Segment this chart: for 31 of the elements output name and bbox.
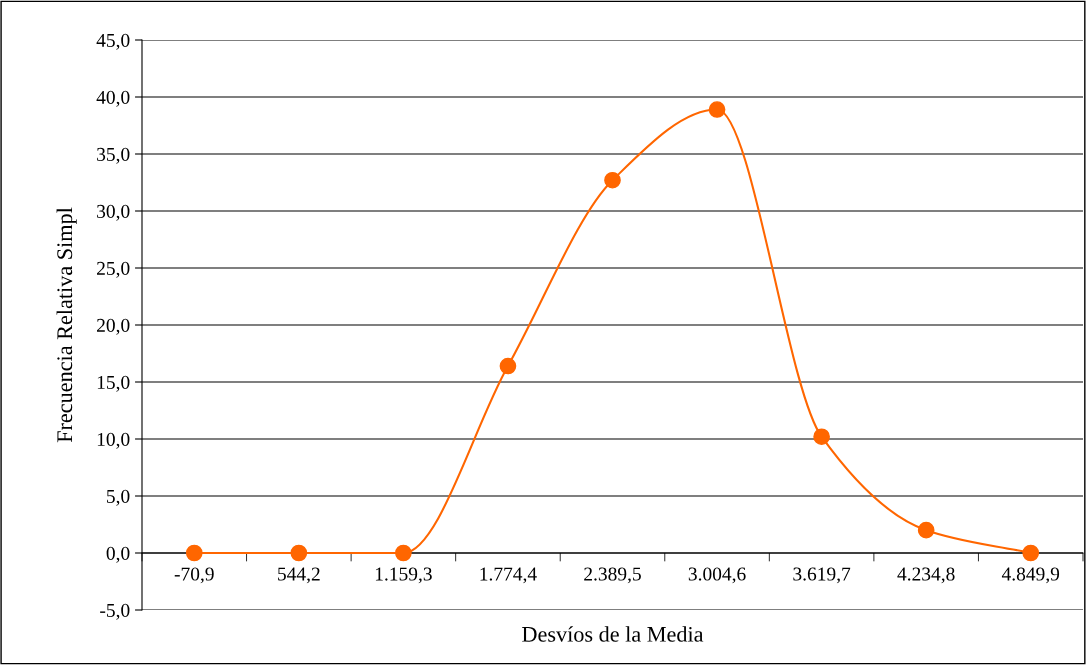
x-tick-label: -70,9 [174,567,214,584]
y-tick-label: 40,0 [96,90,130,107]
x-tick-label: 4.234,8 [897,567,955,584]
y-tick-label: 30,0 [97,204,130,221]
y-tick-label: -5,0 [100,603,130,620]
x-tick-label: 2.389,5 [584,567,641,584]
x-tick-label: 3.619,7 [793,567,851,584]
point [604,171,621,189]
y-tick-label: 0,0 [106,546,130,563]
y-tick-label: 10,0 [97,432,130,449]
y-tick-label: 45,0 [96,33,130,50]
y-axis-title: Frecuencia Relativa Simpl [56,207,77,443]
x-tick-label: 3.004,6 [688,567,746,584]
point [290,544,308,562]
x-tick-label: 544,2 [278,567,320,584]
y-tick-label: 20,0 [97,318,130,335]
point [185,544,203,562]
point [499,357,517,375]
point [395,544,412,562]
x-tick-label: 1.774,4 [480,567,537,584]
y-tick-label: 5,0 [107,489,130,506]
point [813,428,830,446]
y-tick-label: 15,0 [97,375,130,392]
x-tick-label: 4.849,9 [1001,567,1060,584]
point [708,101,726,118]
y-tick-label: 25,0 [97,261,130,278]
point [1022,544,1040,562]
x-axis-title: Desvíos de la Media [522,626,704,642]
y-tick-label: 35,0 [97,147,130,164]
x-tick-label: 1.159,3 [375,567,432,584]
point [917,521,935,539]
